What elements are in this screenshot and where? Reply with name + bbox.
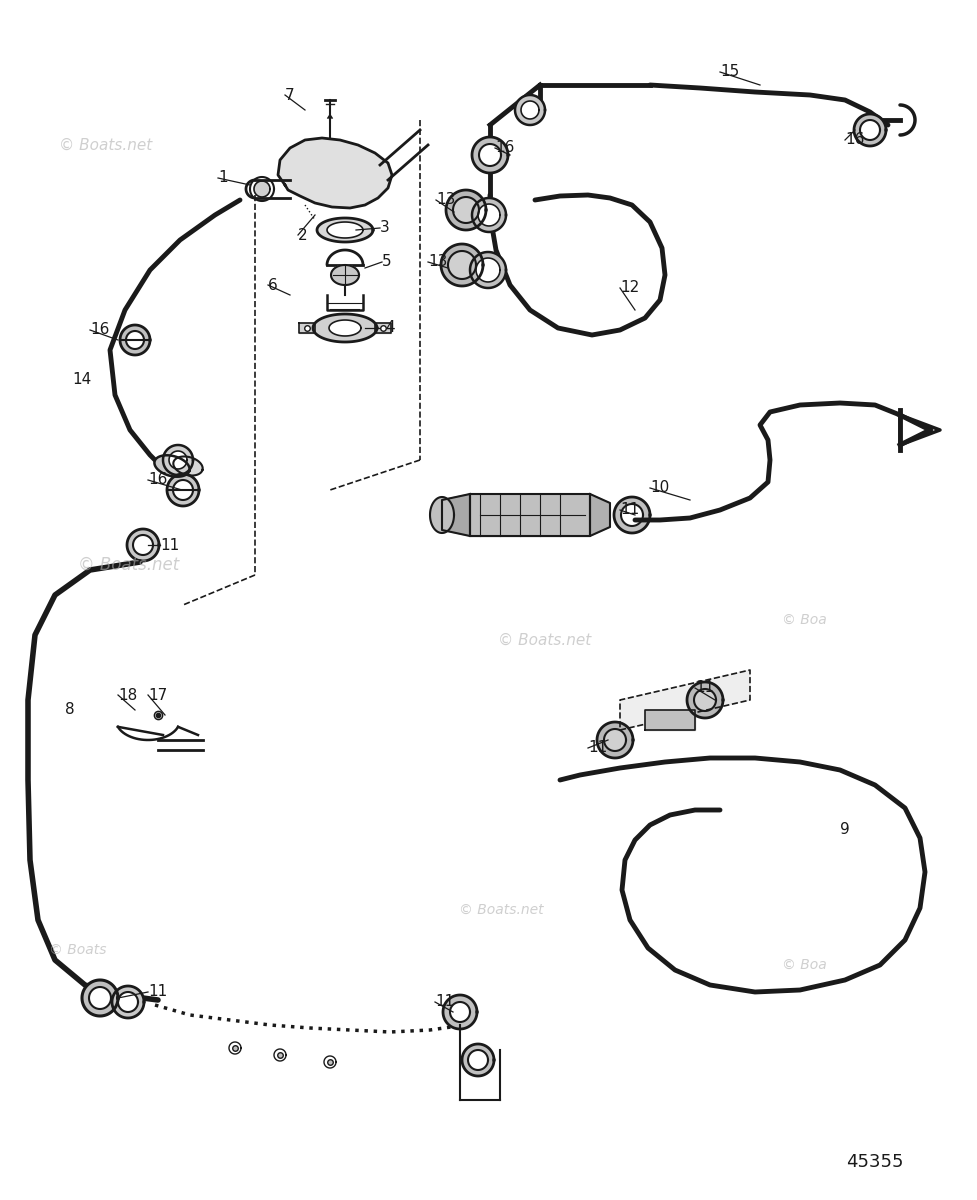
Text: 13: 13: [436, 192, 455, 208]
Polygon shape: [443, 995, 477, 1028]
Polygon shape: [694, 689, 716, 710]
Text: 1: 1: [218, 170, 228, 186]
Text: © Boats.net: © Boats.net: [78, 556, 180, 574]
Polygon shape: [860, 120, 880, 140]
Polygon shape: [620, 670, 750, 730]
Text: © Boats.net: © Boats.net: [459, 902, 544, 917]
Text: 7: 7: [285, 88, 295, 102]
Polygon shape: [299, 323, 315, 332]
Text: 16: 16: [845, 132, 865, 148]
Text: 16: 16: [495, 140, 514, 156]
Polygon shape: [331, 265, 359, 284]
Text: 5: 5: [382, 254, 392, 270]
Polygon shape: [468, 1050, 488, 1070]
Text: © Boats.net: © Boats.net: [59, 138, 151, 152]
Polygon shape: [687, 682, 723, 718]
Text: 16: 16: [90, 323, 109, 337]
Text: 4: 4: [385, 320, 395, 336]
Polygon shape: [645, 710, 695, 730]
Text: 9: 9: [840, 822, 850, 838]
Polygon shape: [441, 244, 483, 286]
Polygon shape: [127, 529, 159, 560]
Text: 8: 8: [65, 702, 74, 718]
Polygon shape: [329, 320, 361, 336]
Text: 10: 10: [650, 480, 669, 496]
Polygon shape: [327, 222, 363, 238]
Polygon shape: [448, 251, 476, 278]
Text: 45355: 45355: [846, 1153, 904, 1171]
Polygon shape: [89, 988, 111, 1009]
Polygon shape: [126, 331, 144, 349]
Text: 6: 6: [268, 277, 277, 293]
Polygon shape: [167, 474, 199, 506]
Polygon shape: [604, 730, 626, 751]
Text: 3: 3: [380, 221, 390, 235]
Polygon shape: [163, 445, 193, 475]
Polygon shape: [313, 314, 377, 342]
Text: © Boa: © Boa: [782, 958, 827, 972]
Polygon shape: [479, 144, 501, 166]
Polygon shape: [450, 1002, 470, 1022]
Polygon shape: [515, 95, 545, 125]
Polygon shape: [317, 218, 373, 242]
Polygon shape: [478, 204, 500, 226]
Polygon shape: [462, 1044, 494, 1076]
Text: © Boats: © Boats: [49, 943, 106, 958]
Text: 11: 11: [160, 538, 179, 552]
Polygon shape: [590, 494, 610, 536]
Polygon shape: [472, 198, 506, 232]
Polygon shape: [614, 497, 650, 533]
Polygon shape: [472, 137, 508, 173]
Polygon shape: [621, 504, 643, 526]
Text: 17: 17: [148, 688, 167, 702]
Polygon shape: [597, 722, 633, 758]
Polygon shape: [169, 451, 187, 469]
Polygon shape: [476, 258, 500, 282]
Polygon shape: [278, 138, 392, 208]
Polygon shape: [254, 181, 270, 197]
Text: 11: 11: [588, 740, 608, 756]
Polygon shape: [133, 535, 153, 554]
Polygon shape: [154, 455, 190, 476]
Polygon shape: [173, 456, 202, 475]
Polygon shape: [442, 494, 470, 536]
Text: 13: 13: [428, 254, 447, 270]
Polygon shape: [470, 494, 590, 536]
Text: 2: 2: [298, 228, 308, 242]
Polygon shape: [521, 101, 539, 119]
Text: 11: 11: [695, 680, 714, 696]
Polygon shape: [112, 986, 144, 1018]
Text: 18: 18: [118, 688, 137, 702]
Text: 14: 14: [72, 372, 91, 388]
Polygon shape: [173, 480, 193, 500]
Polygon shape: [118, 992, 138, 1012]
Text: 11: 11: [620, 503, 639, 517]
Text: 15: 15: [720, 65, 740, 79]
Text: 11: 11: [435, 995, 454, 1009]
Polygon shape: [430, 497, 454, 533]
Text: 12: 12: [620, 281, 639, 295]
Polygon shape: [82, 980, 118, 1016]
Text: 16: 16: [148, 473, 167, 487]
Polygon shape: [854, 114, 886, 146]
Polygon shape: [453, 197, 479, 223]
Text: 11: 11: [148, 984, 167, 1000]
Text: © Boa: © Boa: [782, 613, 827, 626]
Polygon shape: [375, 323, 391, 332]
Text: © Boats.net: © Boats.net: [498, 632, 591, 648]
Polygon shape: [470, 252, 506, 288]
Polygon shape: [120, 325, 150, 355]
Polygon shape: [446, 190, 486, 230]
